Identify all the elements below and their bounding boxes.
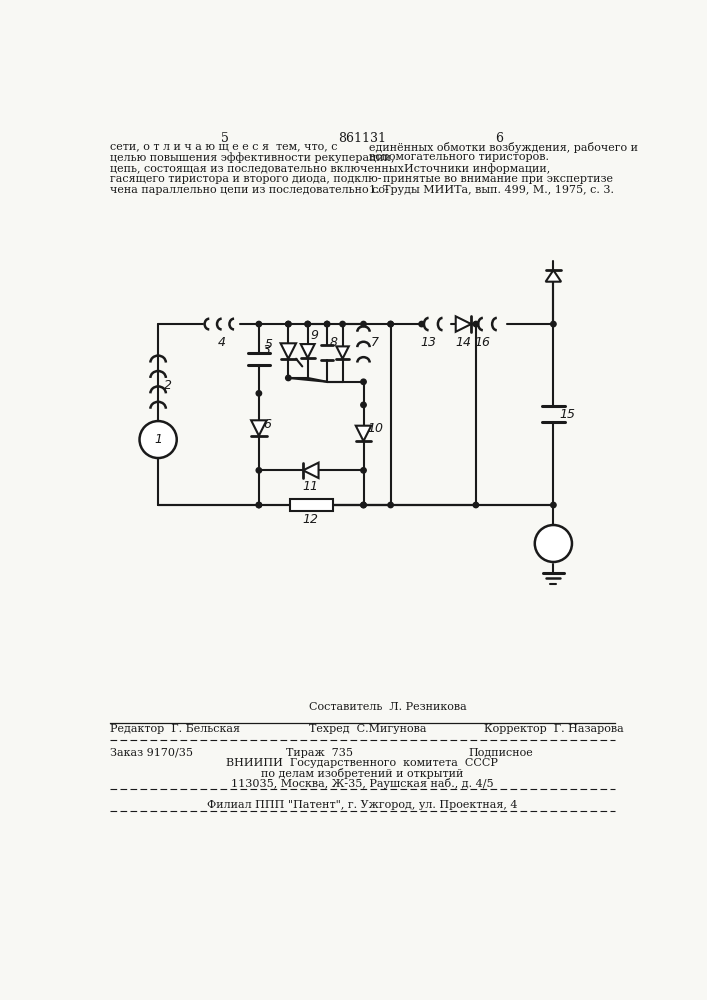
Text: 6: 6 <box>264 418 271 431</box>
Text: 5: 5 <box>221 132 228 145</box>
Circle shape <box>361 502 366 508</box>
Polygon shape <box>300 344 315 358</box>
Text: принятые во внимание при экспертизе: принятые во внимание при экспертизе <box>369 174 613 184</box>
Text: 7: 7 <box>371 336 379 349</box>
Circle shape <box>256 468 262 473</box>
Polygon shape <box>251 420 267 436</box>
Text: 8: 8 <box>329 336 337 349</box>
Text: Редактор  Г. Бельская: Редактор Г. Бельская <box>110 724 240 734</box>
Circle shape <box>361 502 366 508</box>
Text: цепь, состоящая из последовательно включенных: цепь, состоящая из последовательно включ… <box>110 163 404 173</box>
Circle shape <box>534 525 572 562</box>
Circle shape <box>388 321 393 327</box>
Text: 113035, Москва, Ж-35, Раушская наб., д. 4/5: 113035, Москва, Ж-35, Раушская наб., д. … <box>230 778 493 789</box>
Text: 14: 14 <box>455 336 472 349</box>
Text: Составитель  Л. Резникова: Составитель Л. Резникова <box>309 702 467 712</box>
Circle shape <box>256 321 262 327</box>
Polygon shape <box>456 316 472 332</box>
Circle shape <box>256 502 262 508</box>
Text: 10: 10 <box>368 422 383 435</box>
Circle shape <box>305 321 310 327</box>
Polygon shape <box>546 270 561 282</box>
Circle shape <box>340 321 345 327</box>
Circle shape <box>551 321 556 327</box>
Circle shape <box>388 502 393 508</box>
Text: 2: 2 <box>164 379 173 392</box>
Circle shape <box>551 502 556 508</box>
Circle shape <box>473 502 479 508</box>
Polygon shape <box>303 463 319 478</box>
Polygon shape <box>356 426 371 441</box>
Circle shape <box>361 402 366 408</box>
Circle shape <box>286 375 291 381</box>
Text: Тираж  735: Тираж 735 <box>286 748 353 758</box>
Text: 11: 11 <box>303 480 319 493</box>
Text: Техред  С.Мигунова: Техред С.Мигунова <box>309 724 427 734</box>
Circle shape <box>361 468 366 473</box>
Text: 6: 6 <box>495 132 503 145</box>
Text: по делам изобретений и открытий: по делам изобретений и открытий <box>261 768 463 779</box>
Circle shape <box>361 321 366 327</box>
Circle shape <box>286 321 291 327</box>
Polygon shape <box>337 346 349 359</box>
Text: 9: 9 <box>310 329 318 342</box>
Text: Источники информации,: Источники информации, <box>369 163 550 174</box>
Text: 13: 13 <box>421 336 437 349</box>
Text: гасящего тиристора и второго диода, подклю-: гасящего тиристора и второго диода, подк… <box>110 174 382 184</box>
Circle shape <box>388 321 393 327</box>
Circle shape <box>305 321 310 327</box>
Text: 12: 12 <box>303 513 319 526</box>
Text: 5: 5 <box>265 338 273 351</box>
Text: чена параллельно цепи из последовательно со-: чена параллельно цепи из последовательно… <box>110 185 389 195</box>
Circle shape <box>256 391 262 396</box>
Circle shape <box>139 421 177 458</box>
Circle shape <box>286 321 291 327</box>
Text: 16: 16 <box>475 336 491 349</box>
Text: 4: 4 <box>218 336 226 349</box>
Text: целью повышения эффективности рекуперации,: целью повышения эффективности рекупераци… <box>110 152 395 163</box>
Text: Корректор  Г. Назарова: Корректор Г. Назарова <box>484 724 624 734</box>
Circle shape <box>325 321 329 327</box>
Text: 1. Труды МИИТа, вып. 499, М., 1975, с. 3.: 1. Труды МИИТа, вып. 499, М., 1975, с. 3… <box>369 185 614 195</box>
Circle shape <box>473 321 479 327</box>
Text: ВНИИПИ  Государственного  комитета  СССР: ВНИИПИ Государственного комитета СССР <box>226 758 498 768</box>
Text: единённых обмотки возбуждения, рабочего и: единённых обмотки возбуждения, рабочего … <box>369 142 638 153</box>
Text: вспомогательного тиристоров.: вспомогательного тиристоров. <box>369 152 549 162</box>
Circle shape <box>325 321 329 327</box>
Polygon shape <box>281 343 296 359</box>
Circle shape <box>361 379 366 384</box>
Text: 15: 15 <box>559 408 575 421</box>
Text: 861131: 861131 <box>338 132 386 145</box>
Text: Подписное: Подписное <box>468 748 533 758</box>
Text: Заказ 9170/35: Заказ 9170/35 <box>110 748 193 758</box>
Circle shape <box>419 321 424 327</box>
Text: Филиал ППП "Патент", г. Ужгород, ул. Проектная, 4: Филиал ППП "Патент", г. Ужгород, ул. Про… <box>206 800 518 810</box>
Circle shape <box>256 502 262 508</box>
Text: 1: 1 <box>154 433 162 446</box>
Text: сети, о т л и ч а ю щ е е с я  тем, что, с: сети, о т л и ч а ю щ е е с я тем, что, … <box>110 142 337 152</box>
Bar <box>290 499 332 511</box>
Text: 3: 3 <box>263 344 271 358</box>
